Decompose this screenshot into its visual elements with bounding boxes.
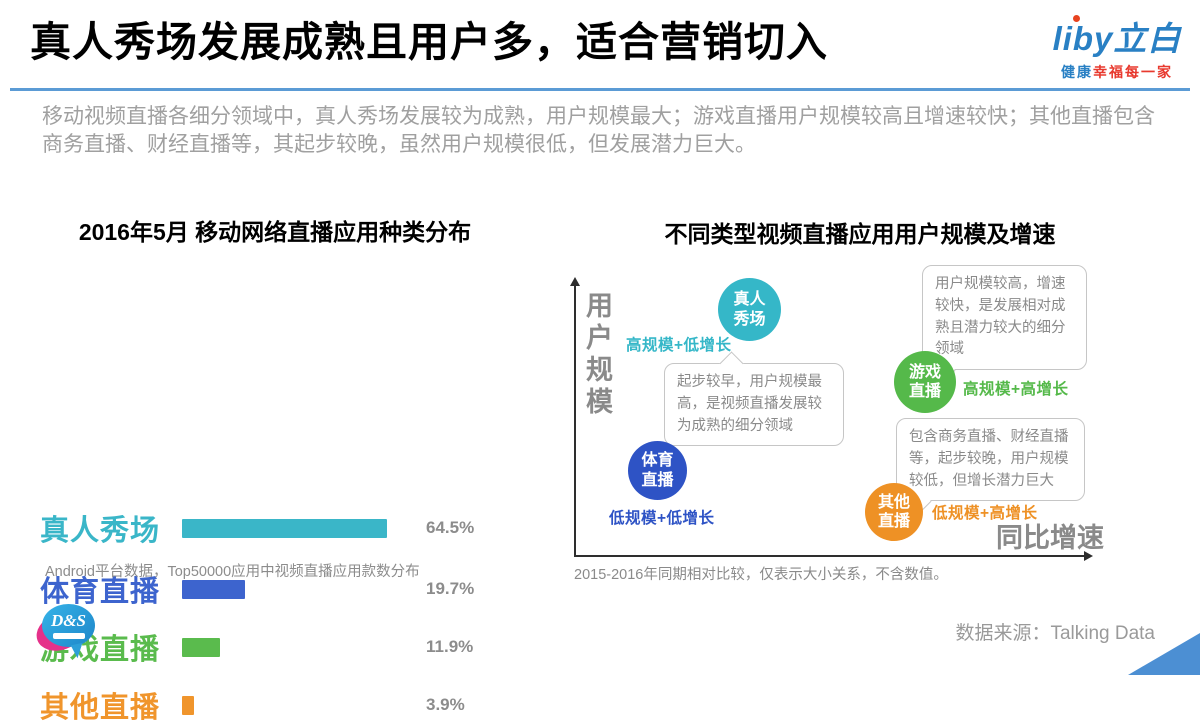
bar <box>182 637 220 657</box>
liby-logo-dot-icon <box>1072 15 1080 22</box>
bar-row: 真人秀场 64.5% <box>40 505 474 551</box>
data-point-label: 真人秀场 <box>733 291 766 328</box>
annotation-bubble-qita: 包含商务直播、财经直播等，起步较晚，用户规模较低，但增长潜力巨大 <box>896 418 1085 514</box>
quadrant-tag: 低规模+低增长 <box>609 510 715 527</box>
annotation-text: 包含商务直播、财经直播等，起步较晚，用户规模较低，但增长潜力巨大 <box>909 429 1069 489</box>
bar <box>182 695 194 715</box>
data-point-label: 其他直播 <box>877 493 910 530</box>
data-point-tiyuzhibo: 体育直播 <box>628 441 687 500</box>
annotation-bubble-youxi: 用户规模较高，增速较快，是发展相对成熟且潜力较大的细分领域 <box>922 265 1087 383</box>
bar <box>182 518 387 538</box>
bar-value-label: 11.9% <box>426 637 474 656</box>
bar-value-label: 19.7% <box>426 579 475 598</box>
x-axis-label: 同比增速 <box>996 523 1104 553</box>
bar-chart-title: 2016年5月 移动网络直播应用种类分布 <box>78 219 472 245</box>
bar <box>182 579 245 599</box>
bar-category-label: 其他直播 <box>40 692 161 724</box>
ds-logo-bubble-tail-icon <box>70 642 86 660</box>
bar-chart: 2016年5月 移动网络直播应用种类分布 真人秀场 64.5% 体育直播 19.… <box>40 205 520 724</box>
annotation-text: 起步较早，用户规模最高，是视频直播发展较为成熟的细分领域 <box>677 374 822 434</box>
corner-decoration <box>1128 633 1200 675</box>
scatter-chart: 不同类型视频直播应用用户规模及增速 用户规模 同比增速 起步较早，用户规模最高，… <box>560 205 1200 590</box>
y-axis-arrow-icon <box>570 277 580 286</box>
bar-category-label: 体育直播 <box>40 576 161 608</box>
bar-chart-footnote: Android平台数据，Top50000应用中视频直播应用款数分布 <box>45 564 420 580</box>
data-source-label: 数据来源：Talking Data <box>955 623 1155 644</box>
scatter-chart-title: 不同类型视频直播应用用户规模及增速 <box>664 221 1056 247</box>
data-point-label: 游戏直播 <box>908 363 941 400</box>
y-axis <box>574 285 576 556</box>
bar-row: 体育直播 19.7% <box>40 566 474 612</box>
page-title: 真人秀场发展成熟且用户多，适合营销切入 <box>30 19 828 65</box>
tagline-blue: 健康 <box>1061 64 1093 80</box>
liby-logo-wordmark: liby立白 <box>1052 20 1182 57</box>
quadrant-tag: 高规模+低增长 <box>626 337 732 354</box>
data-point-zhenrenxiuchang: 真人秀场 <box>718 278 781 341</box>
quadrant-tag: 低规模+高增长 <box>932 505 1038 522</box>
ds-logo-speech-bubble-icon <box>42 604 95 647</box>
annotation-text: 用户规模较高，增速较快，是发展相对成熟且潜力较大的细分领域 <box>935 276 1066 358</box>
scatter-chart-footnote: 2015-2016年同期相对比较，仅表示大小关系，不含数值。 <box>574 567 948 583</box>
quadrant-tag: 高规模+高增长 <box>963 381 1069 398</box>
header-divider <box>10 88 1190 91</box>
bar-value-label: 64.5% <box>426 518 475 537</box>
data-point-youxizhibo: 游戏直播 <box>894 351 956 413</box>
liby-logo-tagline: 健康幸福每一家 <box>1042 62 1192 82</box>
intro-paragraph: 移动视频直播各细分领域中，真人秀场发展较为成熟，用户规模最大；游戏直播用户规模较… <box>42 105 1155 156</box>
bar-category-label: 真人秀场 <box>40 515 161 547</box>
ds-logo-banner <box>53 633 85 639</box>
liby-logo: liby立白 健康幸福每一家 <box>1042 12 1192 82</box>
x-axis <box>574 555 1086 557</box>
data-point-qitazhibo: 其他直播 <box>865 483 923 541</box>
bar-row: 其他直播 3.9% <box>40 682 465 728</box>
ds-logo-text: D&S <box>51 611 86 630</box>
liby-logo-text: liby立白 <box>1053 12 1182 60</box>
y-axis-label: 用户规模 <box>586 291 613 417</box>
bar-value-label: 3.9% <box>426 695 465 714</box>
data-point-label: 体育直播 <box>641 452 674 489</box>
ds-logo: D&S <box>31 598 98 666</box>
annotation-bubble-zhenren: 起步较早，用户规模最高，是视频直播发展较为成熟的细分领域 <box>664 350 844 447</box>
x-axis-arrow-icon <box>1084 551 1093 561</box>
tagline-red: 幸福每一家 <box>1093 64 1173 80</box>
